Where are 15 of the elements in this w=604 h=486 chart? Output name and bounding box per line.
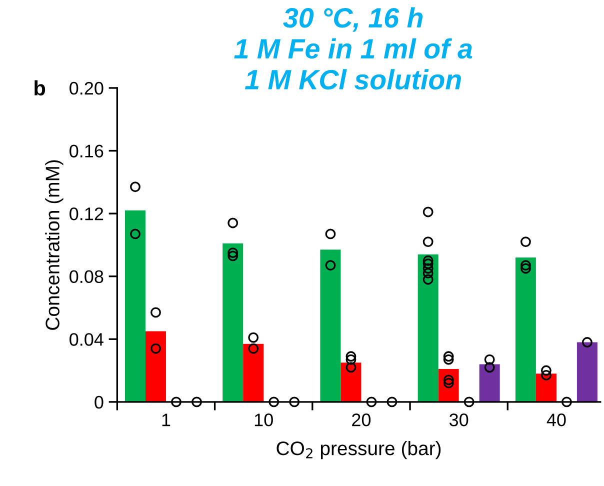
x-tick-label: 1 [162,414,170,426]
y-tick-label: 0 [94,396,104,409]
y-axis-title: Concentration (mM) [45,160,64,330]
y-tick-label: 0.08 [70,270,104,284]
y-tick-label: 0.20 [70,82,104,95]
y-tick-label: 0.04 [70,333,104,346]
x-tick-label: 10 [254,414,273,426]
x-tick-label: 30 [449,414,468,426]
x-tick-label: 20 [352,414,371,426]
y-tick-label: 0.12 [70,207,104,220]
x-axis-title: CO$_{2}$ pressure (bar) [276,440,441,460]
chart-title: 30 °C, 16 h 1 M Fe in 1 ml of a 1 M KCl solution [234,7,472,90]
x-tick-label: 40 [546,414,566,426]
y-tick-label: 0.16 [70,144,104,158]
text: b [34,80,46,96]
